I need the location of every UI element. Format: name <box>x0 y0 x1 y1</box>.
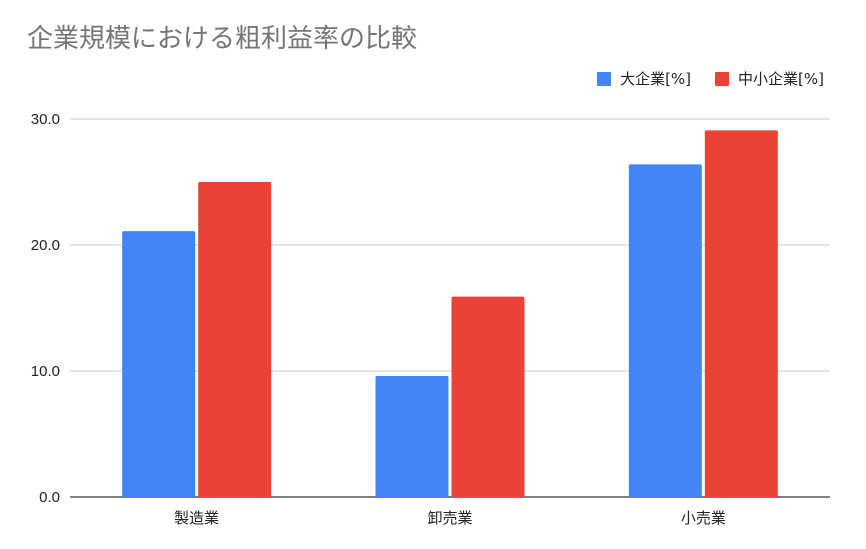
chart-title: 企業規模における粗利益率の比較 <box>27 24 418 54</box>
x-tick-label-3: 小売業 <box>681 509 726 527</box>
y-tick-label-20.0: 20.0 <box>31 237 60 254</box>
legend-swatch-sme <box>715 71 730 86</box>
legend-item-large-enterprise[interactable]: 大企業[%] <box>597 68 691 89</box>
chart-legend: 大企業[%] 中小企業[%] <box>597 68 824 89</box>
legend-swatch-large-enterprise <box>597 71 612 86</box>
legend-item-sme[interactable]: 中小企業[%] <box>715 68 824 89</box>
x-tick-label-1: 製造業 <box>174 509 219 527</box>
bar-large-enterprise-2 <box>375 376 449 497</box>
y-tick-label-30.0: 30.0 <box>31 111 60 128</box>
bar-large-enterprise-3 <box>628 164 702 498</box>
y-tick-label-0.0: 0.0 <box>39 489 60 506</box>
legend-label-sme: 中小企業[%] <box>738 70 824 88</box>
x-tick-label-2: 卸売業 <box>427 509 472 527</box>
legend-label-large-enterprise: 大企業[%] <box>620 70 692 88</box>
y-tick-label-10.0: 10.0 <box>31 363 60 380</box>
bar-sme-2 <box>451 296 525 497</box>
bar-sme-3 <box>704 130 778 497</box>
bar-large-enterprise-1 <box>122 231 196 497</box>
bar-sme-1 <box>198 182 272 497</box>
